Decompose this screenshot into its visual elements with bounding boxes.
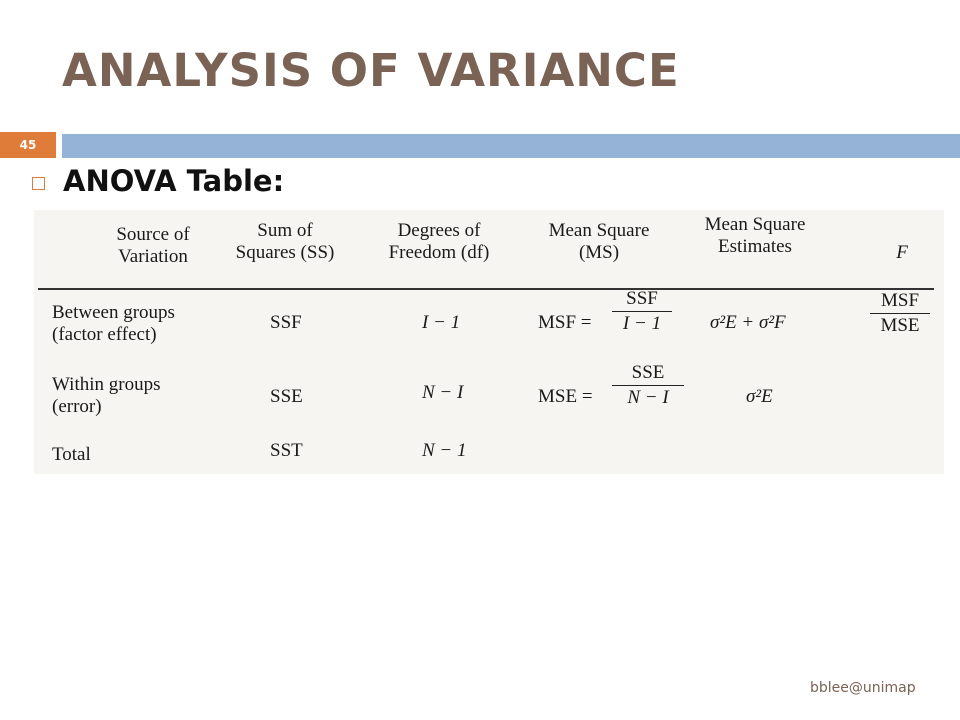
row-within-source: Within groups (error) xyxy=(52,374,160,418)
header-est-line1: Mean Square xyxy=(704,214,806,235)
header-ss-line1: Sum of xyxy=(257,220,313,241)
header-rule xyxy=(38,288,934,290)
row-within-source-line1: Within groups xyxy=(52,374,161,395)
square-bullet-icon xyxy=(32,176,45,190)
row-within-source-line2: (error) xyxy=(52,396,102,417)
row-between-ss: SSF xyxy=(270,312,302,333)
row-between-f-fraction: MSF MSE xyxy=(870,290,930,337)
row-between-f-denominator: MSE xyxy=(880,315,920,337)
header-source: Source of Variation xyxy=(88,224,218,268)
header-est: Mean Square Estimates xyxy=(690,214,820,258)
fraction-bar xyxy=(612,311,672,313)
header-f-line1: F xyxy=(896,242,908,263)
header-bar xyxy=(62,134,960,158)
header-f: F xyxy=(882,242,922,264)
row-within-ms-label: MSE = xyxy=(538,386,593,407)
header-df-line1: Degrees of xyxy=(397,220,481,241)
header-ms-line2: (MS) xyxy=(578,242,620,263)
slide-title: ANALYSIS OF VARIANCE xyxy=(62,44,680,97)
footer-author: bblee@unimap xyxy=(810,680,916,696)
header-source-line1: Source of xyxy=(116,224,190,245)
row-total-source-line1: Total xyxy=(52,444,91,465)
fraction-bar xyxy=(870,313,930,315)
row-between-estimate: σ²E + σ²F xyxy=(710,312,786,333)
row-between-f-numerator: MSF xyxy=(880,290,920,311)
row-within-ss: SSE xyxy=(270,386,303,407)
fraction-bar xyxy=(612,385,684,387)
row-total-df: N − 1 xyxy=(422,440,467,461)
row-within-ms-fraction: SSE N − I xyxy=(612,362,684,409)
row-between-source-line2: (factor effect) xyxy=(52,324,157,345)
row-between-source: Between groups (factor effect) xyxy=(52,302,175,346)
header-source-line2: Variation xyxy=(118,246,188,267)
row-within-ms-denominator: N − I xyxy=(627,387,669,409)
row-between-source-line1: Between groups xyxy=(52,302,175,323)
row-within-df: N − I xyxy=(422,382,464,403)
header-ss-line2: Squares (SS) xyxy=(235,242,335,263)
header-ms: Mean Square (MS) xyxy=(534,220,664,264)
row-between-ms-fraction: SSF I − 1 xyxy=(612,288,672,335)
row-within-estimate: σ²E xyxy=(746,386,773,407)
header-df-line2: Freedom (df) xyxy=(388,242,490,263)
bullet-text: ANOVA Table: xyxy=(63,164,285,198)
header-ms-line1: Mean Square xyxy=(548,220,650,241)
header-df: Degrees of Freedom (df) xyxy=(374,220,504,264)
row-total-source: Total xyxy=(52,444,91,466)
anova-table-image: Source of Variation Sum of Squares (SS) … xyxy=(34,210,944,474)
row-between-ms-numerator: SSF xyxy=(626,288,658,309)
slide-number-badge: 45 xyxy=(0,132,56,158)
bullet-item: ANOVA Table: xyxy=(32,164,284,198)
row-within-ms-numerator: SSE xyxy=(631,362,665,383)
row-between-ms-label: MSF = xyxy=(538,312,592,333)
row-between-df: I − 1 xyxy=(422,312,461,333)
row-between-ms-denominator: I − 1 xyxy=(622,313,662,335)
row-total-ss: SST xyxy=(270,440,303,461)
header-ss: Sum of Squares (SS) xyxy=(220,220,350,264)
header-est-line2: Estimates xyxy=(718,236,792,257)
